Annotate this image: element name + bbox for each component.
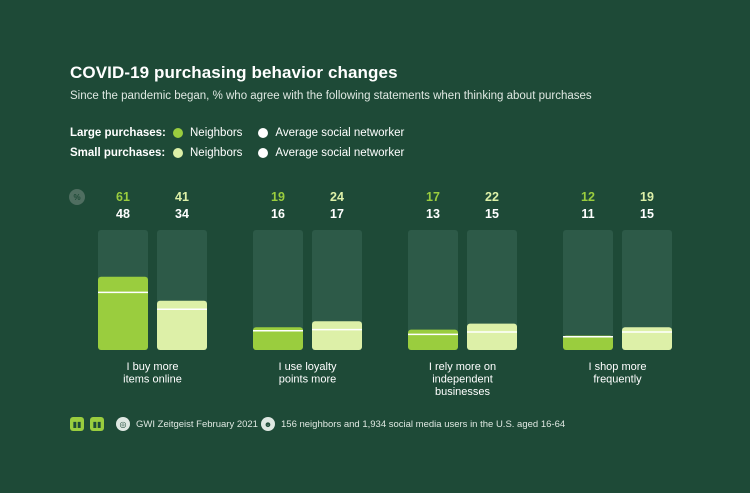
- large-purchase-icon: ▮▮: [70, 417, 84, 431]
- value-label-small-neighbors: 24: [330, 190, 344, 204]
- legend-item-large-neighbors: Neighbors: [173, 127, 242, 139]
- legend-large-label: Large purchases:: [70, 127, 166, 139]
- light-green-dot-icon: [173, 148, 183, 158]
- legend-neighbors-text: Neighbors: [190, 127, 243, 139]
- value-label-small-average: 15: [485, 207, 499, 221]
- footer-sample: ☻ 156 neighbors and 1,934 social media u…: [261, 417, 565, 431]
- sample-text: 156 neighbors and 1,934 social media use…: [281, 418, 566, 430]
- value-label-small-neighbors: 41: [175, 190, 189, 204]
- category-label: I use loyalty: [278, 361, 337, 373]
- category-label: items online: [123, 374, 182, 386]
- legend-neighbors-text: Neighbors: [190, 147, 243, 159]
- legend-average-text: Average social networker: [275, 147, 405, 159]
- value-label-large-neighbors: 12: [581, 190, 595, 204]
- value-label-large-average: 48: [116, 207, 130, 221]
- percent-icon: %: [69, 189, 85, 205]
- value-label-large-average: 11: [581, 207, 594, 221]
- white-dot-icon: [258, 128, 269, 138]
- source-text: GWI Zeitgeist February 2021: [136, 418, 258, 430]
- value-label-small-neighbors: 19: [640, 190, 654, 204]
- value-label-large-neighbors: 19: [271, 190, 285, 204]
- bar-large-neighbors: [98, 276, 148, 350]
- green-dot-icon: [173, 128, 183, 138]
- bar-track-small: [312, 230, 362, 350]
- legend-item-small-average: Average social networker: [258, 147, 404, 159]
- bar-small-neighbors: [157, 300, 207, 350]
- legend-small: Small purchases: Neighbors Average socia…: [70, 147, 420, 159]
- bar-track-large: [253, 230, 303, 350]
- bar-small-neighbors: [312, 321, 362, 350]
- white-dot-icon: [258, 148, 269, 158]
- chart-subtitle: Since the pandemic began, % who agree wi…: [70, 90, 592, 102]
- category-label: I buy more: [127, 361, 179, 373]
- bar-small-neighbors: [622, 327, 672, 350]
- value-label-small-average: 34: [175, 207, 189, 221]
- category-label: I shop more: [588, 361, 646, 373]
- chart-title: COVID-19 purchasing behavior changes: [70, 63, 398, 82]
- value-label-small-neighbors: 22: [485, 190, 499, 204]
- footer-source: ◎ GWI Zeitgeist February 2021: [116, 417, 258, 431]
- bar-large-neighbors: [563, 335, 613, 350]
- category-label: points more: [279, 374, 336, 386]
- value-label-large-neighbors: 17: [426, 190, 440, 204]
- bar-track-small: [467, 230, 517, 350]
- value-label-small-average: 17: [330, 207, 344, 221]
- category-label: frequently: [593, 374, 642, 386]
- legend-average-text: Average social networker: [275, 127, 405, 139]
- value-label-large-average: 13: [426, 207, 440, 221]
- legend-item-small-neighbors: Neighbors: [173, 147, 242, 159]
- value-label-large-average: 16: [271, 207, 285, 221]
- value-label-small-average: 15: [640, 207, 654, 221]
- bar-large-neighbors: [408, 329, 458, 350]
- bar-small-neighbors: [467, 323, 517, 350]
- globe-icon: ◎: [116, 417, 130, 431]
- legend-item-large-average: Average social networker: [258, 127, 404, 139]
- footer-icons: ▮▮ ▮▮: [70, 417, 110, 431]
- value-label-large-neighbors: 61: [116, 190, 130, 204]
- legend-small-label: Small purchases:: [70, 147, 166, 159]
- bar-large-neighbors: [253, 327, 303, 350]
- bar-track-large: [563, 230, 613, 350]
- small-purchase-icon: ▮▮: [90, 417, 104, 431]
- category-label: independent: [432, 374, 493, 386]
- category-label: I rely more on: [429, 361, 496, 373]
- legend-large: Large purchases: Neighbors Average socia…: [70, 127, 420, 139]
- bar-track-large: [408, 230, 458, 350]
- people-icon: ☻: [261, 417, 275, 431]
- category-label: businesses: [435, 386, 491, 398]
- bar-track-small: [622, 230, 672, 350]
